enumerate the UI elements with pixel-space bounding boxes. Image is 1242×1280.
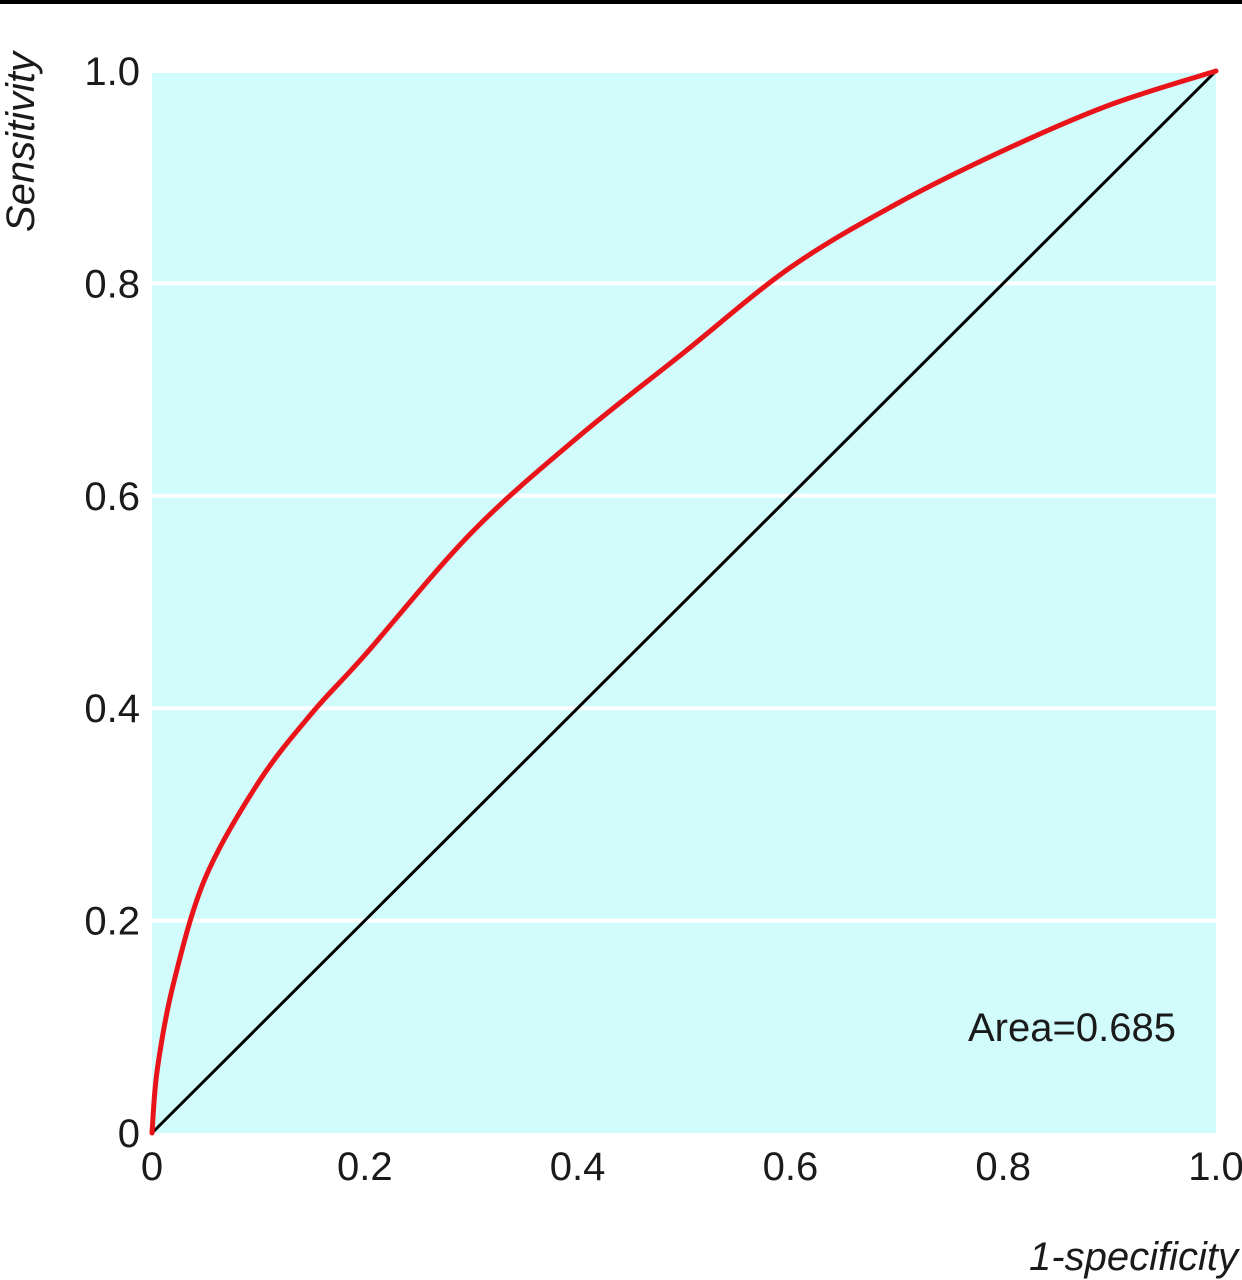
roc-curve-line [149,68,1219,1136]
x-tick-label-0: 0 [141,1145,163,1189]
y-axis-title: Sensitivity [0,49,43,232]
x-axis-title: 1-specificity [1029,1235,1241,1279]
reference-diagonal-line [150,69,1218,1135]
y-axis-ticks: 0 0.2 0.4 0.6 0.8 1.0 [84,50,140,1156]
area-annotation: Area=0.685 [968,1006,1176,1050]
x-tick-label-3: 0.6 [763,1145,819,1189]
x-tick-label-4: 0.8 [975,1145,1031,1189]
y-tick-label-0: 0 [118,1112,140,1156]
x-axis-ticks: 0 0.2 0.4 0.6 0.8 1.0 [141,1145,1242,1189]
y-tick-label-5: 1.0 [84,50,140,94]
series-lines [149,68,1219,1136]
y-tick-label-1: 0.2 [84,900,140,944]
x-tick-label-2: 0.4 [550,1145,606,1189]
x-tick-label-1: 0.2 [337,1145,393,1189]
y-tick-label-2: 0.4 [84,687,140,731]
x-tick-label-5: 1.0 [1188,1145,1242,1189]
y-tick-label-3: 0.6 [84,475,140,519]
grid-lines [152,69,1216,923]
y-tick-label-4: 0.8 [84,262,140,306]
